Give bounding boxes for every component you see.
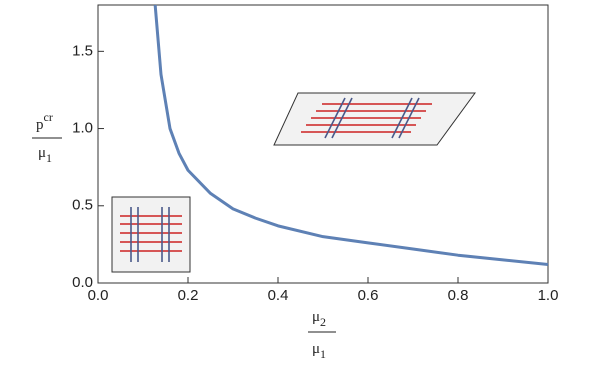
- y-tick-label: 1.0: [72, 120, 93, 137]
- x-label-num-sub: 2: [320, 315, 326, 329]
- x-axis-label: μ2 μ1: [308, 309, 336, 361]
- y-label-den: μ: [38, 145, 46, 161]
- inset-parallelogram: [273, 92, 476, 146]
- y-tick-label: 1.5: [72, 42, 93, 59]
- curve: [153, 4, 549, 266]
- y-label-num-sup: cr: [44, 110, 53, 124]
- inset-square: [111, 196, 191, 273]
- svg-text:μ1: μ1: [312, 341, 326, 360]
- x-tick-label: 0.2: [178, 287, 199, 304]
- y-axis-label: pcr μ1: [32, 110, 62, 165]
- x-tick-label: 0.8: [448, 287, 469, 304]
- x-label-num: μ: [312, 309, 320, 325]
- y-tick-label: 0.0: [72, 274, 93, 291]
- x-tick-label: 1.0: [538, 287, 559, 304]
- x-label-den: μ: [312, 341, 320, 357]
- svg-text:pcr: pcr: [36, 110, 53, 134]
- svg-text:μ2: μ2: [312, 309, 326, 328]
- x-tick-label: 0.4: [268, 287, 289, 304]
- plot-frame: [97, 4, 549, 284]
- y-label-num: p: [36, 117, 44, 133]
- svg-text:μ1: μ1: [38, 145, 52, 164]
- x-tick-label: 0.0: [88, 287, 109, 304]
- y-label-den-sub: 1: [46, 151, 52, 165]
- y-tick-label: 0.5: [72, 197, 93, 214]
- x-tick-label: 0.6: [358, 287, 379, 304]
- x-label-den-sub: 1: [320, 347, 326, 361]
